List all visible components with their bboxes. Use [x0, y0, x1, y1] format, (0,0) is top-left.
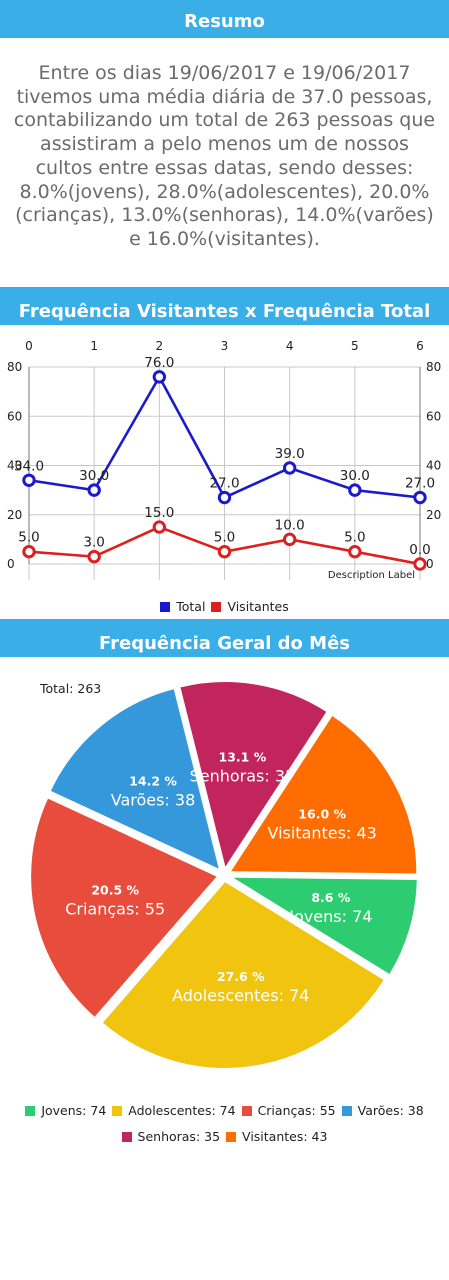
pie-percent-label: 13.1 %: [219, 749, 267, 764]
data-point: [87, 483, 101, 497]
pie-percent-label: 20.5 %: [91, 882, 139, 897]
legend-entry: Senhoras: 35: [121, 1124, 221, 1150]
pie-percent-label: 27.6 %: [217, 969, 265, 984]
legend-swatch: [112, 1106, 123, 1116]
pie-percent-label: 14.2 %: [129, 773, 177, 788]
data-label: 27.0: [209, 476, 239, 492]
legend-entry: Visitantes: [211, 599, 289, 614]
data-point: [282, 461, 297, 475]
legend-swatch: [121, 1132, 132, 1142]
data-label: 39.0: [275, 446, 305, 462]
y-tick-label-left: 80: [7, 360, 22, 374]
legend-swatch: [160, 602, 171, 612]
data-point: [87, 549, 101, 564]
data-point: [348, 544, 362, 559]
pie-slice-varões: [48, 686, 222, 873]
legend-swatch: [241, 1106, 252, 1116]
pie-slice-visitantes: [227, 713, 419, 876]
legend-label: Jovens: 74: [41, 1103, 107, 1118]
pie-chart-legend: Jovens: 74 Adolescentes: 74 Crianças: 55 Va…: [0, 1098, 449, 1150]
data-label: 0.0: [409, 542, 430, 558]
line-chart-legend: Total Visitantes: [0, 599, 449, 614]
legend-label: Senhoras: 35: [137, 1129, 221, 1144]
pie-value-label: Adolescentes: 74: [172, 986, 309, 1005]
legend-entry: Varões: 38: [341, 1098, 424, 1124]
legend-swatch: [226, 1132, 237, 1142]
pie-percent-label: 16.0 %: [298, 807, 346, 822]
legend-label: Visitantes: [227, 599, 289, 614]
data-label: 5.0: [214, 530, 235, 546]
resumo-header: Resumo: [0, 0, 449, 38]
legend-label: Adolescentes: 74: [128, 1103, 236, 1118]
data-label: 3.0: [83, 535, 104, 551]
y-tick-label-right: 40: [426, 459, 441, 473]
pie-value-label: Visitantes: 43: [267, 824, 376, 843]
y-tick-label-right: 20: [426, 508, 441, 522]
y-tick-label-left: 60: [7, 409, 22, 423]
line-chart-header: Frequência Visitantes x Frequência Total: [0, 287, 449, 325]
pie-value-label: Varões: 38: [111, 790, 196, 809]
data-point: [152, 520, 167, 534]
legend-swatch: [211, 602, 222, 612]
data-label: 5.0: [18, 530, 39, 546]
pie-slice-adolescentes: [100, 879, 387, 1070]
pie-value-label: Senhoras: 35: [190, 766, 296, 785]
x-tick-label: 6: [416, 339, 424, 353]
data-point: [217, 544, 232, 559]
legend-entry: Jovens: 74: [25, 1098, 106, 1124]
pie-total-label: Total: 263: [39, 681, 101, 696]
data-label: 27.0: [405, 476, 435, 492]
data-point: [22, 473, 36, 487]
data-label: 30.0: [79, 468, 109, 484]
x-tick-label: 2: [156, 339, 164, 353]
legend-label: Total: [176, 599, 206, 614]
y-tick-label-right: 60: [426, 409, 441, 423]
pie-slice-crianças: [29, 796, 220, 1020]
legend-label: Crianças: 55: [257, 1103, 336, 1118]
pie-value-label: Jovens: 74: [288, 907, 372, 926]
summary-text: Entre os dias 19/06/2017 e 19/06/2017 ti…: [13, 62, 436, 250]
legend-entry: Total: [160, 599, 205, 614]
data-point: [348, 483, 362, 497]
legend-label: Varões: 38: [357, 1103, 424, 1118]
description-label: Description Label: [328, 570, 415, 581]
data-point: [152, 370, 167, 384]
legend-swatch: [341, 1106, 352, 1116]
data-point: [413, 490, 427, 505]
pie-percent-label: 8.6 %: [311, 890, 350, 905]
data-label: 30.0: [340, 468, 370, 484]
y-tick-label-right: 80: [426, 360, 441, 374]
x-tick-label: 4: [286, 339, 294, 353]
data-label: 10.0: [275, 517, 305, 533]
pie-chart: Total: 263 8.6 % Jovens: 74 27.6 % Adolescen…: [29, 680, 419, 1070]
pie-chart-header: Frequência Geral do Mês: [0, 619, 449, 657]
data-label: 15.0: [144, 505, 174, 521]
legend-entry: Adolescentes: 74: [112, 1098, 236, 1124]
pie-value-label: Crianças: 55: [65, 899, 165, 918]
x-tick-label: 5: [351, 339, 359, 353]
data-label: 5.0: [344, 530, 365, 546]
data-point: [413, 557, 427, 571]
y-tick-label-left: 40: [7, 459, 22, 473]
y-tick-label-left: 0: [7, 557, 15, 571]
legend-entry: Crianças: 55: [241, 1098, 336, 1124]
legend-label: Visitantes: 43: [242, 1129, 328, 1144]
y-tick-label-left: 20: [7, 508, 22, 522]
data-point: [22, 544, 36, 559]
legend-entry: Visitantes: 43: [226, 1124, 327, 1150]
y-tick-label-right: 0: [426, 557, 434, 571]
x-tick-label: 0: [25, 339, 33, 353]
x-tick-label: 3: [221, 339, 229, 353]
data-point: [217, 490, 232, 505]
pie-slice-senhoras: [178, 680, 330, 872]
legend-swatch: [25, 1106, 36, 1116]
pie-slice-jovens: [226, 875, 419, 977]
x-tick-label: 1: [90, 339, 98, 353]
data-point: [282, 532, 297, 547]
data-label: 76.0: [144, 355, 174, 371]
data-label: 34.0: [14, 458, 44, 474]
